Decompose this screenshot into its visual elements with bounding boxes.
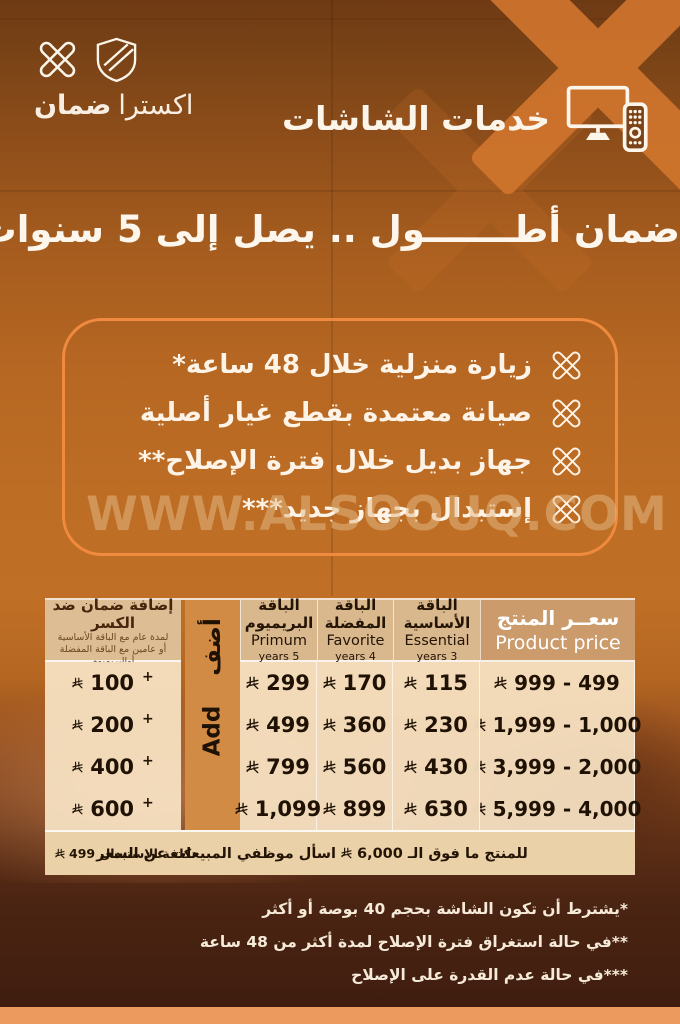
favorite-label-en: Favorite: [326, 633, 385, 649]
riyal-icon: [341, 847, 352, 860]
column-header-premium: الباقة البريميوم Primum 5 years: [240, 596, 317, 663]
column-header-essential: الباقة الأساسية Essential 3 years: [393, 596, 480, 663]
service-title: خدمات الشاشات: [282, 98, 550, 138]
brand-name-light: اكسترا: [118, 90, 194, 121]
cell-essential: 230: [393, 704, 480, 746]
cell-price-range: 5,999 - 4,000: [480, 788, 641, 830]
add-label-ar: أضف: [199, 618, 226, 676]
breakage-sub1: لمدة عام مع الباقة الأساسية: [57, 632, 169, 643]
pricing-table: سعــر المنتج Product price الباقة الأساس…: [45, 596, 641, 875]
feature-text: زيارة منزلية خلال 48 ساعة*: [172, 350, 532, 380]
footnote: ***في حالة عدم القدرة على الإصلاح: [351, 966, 628, 984]
breakage-title: إضافة ضمان ضد الكسر: [52, 596, 174, 632]
add-column: أضف Add: [185, 600, 240, 830]
feature-text: صيانة معتمدة بقطع غيار أصلية: [139, 398, 532, 428]
cell-premium: 799: [240, 746, 317, 788]
breakage-sub2: أو عامين مع الباقة المفضلة: [59, 644, 167, 655]
brand-name: ضمان اكسترا: [34, 90, 193, 122]
footnotes: *يشترط أن تكون الشاشة بحجم 40 بوصة أو أك…: [200, 893, 628, 992]
cell-price-range: 999 - 499: [480, 662, 635, 704]
column-header-favorite: الباقة المفضلة Favorite 4 years: [317, 596, 393, 663]
brand-logo: ضمان اكسترا: [34, 36, 193, 122]
premium-label-en: Primum: [251, 633, 307, 649]
feature-item: إستبدال بجهاز جديد***: [95, 489, 585, 529]
cell-price-range: 1,999 - 1,000: [480, 704, 641, 746]
favorite-label-ar: الباقة المفضلة: [324, 596, 387, 632]
feature-item: صيانة معتمدة بقطع غيار أصلية: [95, 393, 585, 433]
x-bullet-icon: [548, 395, 585, 432]
note-part2: اسأل موظفي المبيعات عن السعر: [96, 845, 336, 862]
bottom-accent-bar: [0, 1007, 680, 1024]
x-logo-icon: [34, 36, 81, 83]
features-box: زيارة منزلية خلال 48 ساعة* صيانة معتمدة …: [62, 318, 618, 556]
over-6000-note: للمنتج ما فوق الـ 6,000 اسأل موظفي المبي…: [45, 832, 579, 875]
essential-label-en: Essential: [404, 633, 470, 649]
feature-text: جهاز بديل خلال فترة الإصلاح**: [138, 446, 532, 476]
cell-favorite: 899: [317, 788, 393, 830]
cell-premium: 299: [240, 662, 317, 704]
cell-breakage: 100 +: [45, 662, 181, 704]
breakage-sub3: أوالبريميوم: [92, 656, 135, 668]
add-label-en: Add: [199, 705, 226, 757]
column-header-product-price: سعــر المنتج Product price: [480, 600, 635, 662]
column-header-breakage-warranty: إضافة ضمان ضد الكسر لمدة عام مع الباقة ا…: [45, 596, 181, 667]
headline: ضمان أطـــــــول .. يصل إلى 5 سنوات!: [0, 208, 680, 251]
cell-breakage: 400 +: [45, 746, 181, 788]
cell-essential: 430: [393, 746, 480, 788]
watermark: WWW.ALSOOUQ.COM: [86, 487, 668, 542]
riyal-icon: [55, 848, 65, 860]
footnote: **في حالة استغراق فترة الإصلاح لمدة أكثر…: [199, 933, 628, 951]
service-header: خدمات الشاشات: [282, 84, 652, 152]
cell-breakage: 200 +: [45, 704, 181, 746]
product-price-label-en: Product price: [495, 631, 621, 654]
brand-name-bold: ضمان: [34, 90, 112, 121]
cell-favorite: 360: [317, 704, 393, 746]
cell-essential: 630: [393, 788, 480, 830]
table-footer-note-row: للمنتج ما فوق الـ 6,000 اسأل موظفي المبي…: [45, 830, 635, 875]
feature-text: إستبدال بجهاز جديد***: [241, 494, 532, 524]
essential-duration: 3 years: [416, 650, 458, 663]
cell-premium: 1,099: [240, 788, 321, 830]
note-part1: للمنتج ما فوق الـ 6,000: [357, 845, 528, 862]
wall-seam-horizontal: [0, 18, 680, 20]
wall-seam-vertical: [331, 0, 333, 596]
cell-favorite: 560: [317, 746, 393, 788]
product-price-label-ar: سعــر المنتج: [496, 605, 620, 630]
cell-favorite: 170: [317, 662, 393, 704]
cell-premium: 499: [240, 704, 317, 746]
wall-seam-horizontal: [0, 190, 680, 192]
essential-label-ar: الباقة الأساسية: [403, 596, 471, 632]
premium-duration: 5 years: [258, 650, 300, 663]
tv-remote-icon: [566, 84, 652, 152]
shield-icon: [93, 36, 140, 83]
cell-price-range: 3,999 - 2,000: [480, 746, 641, 788]
x-bullet-icon: [548, 443, 585, 480]
favorite-duration: 4 years: [335, 650, 376, 663]
cell-essential: 115: [393, 662, 480, 704]
cell-breakage: 600 +: [45, 788, 181, 830]
replacement-cost-note: تكلفة الإستبدال 499: [55, 832, 196, 875]
x-bullet-icon: [548, 347, 585, 384]
replacement-cost-label: تكلفة الإستبدال 499: [69, 846, 196, 861]
feature-item: زيارة منزلية خلال 48 ساعة*: [95, 345, 585, 385]
feature-item: جهاز بديل خلال فترة الإصلاح**: [95, 441, 585, 481]
footnote: *يشترط أن تكون الشاشة بحجم 40 بوصة أو أك…: [262, 900, 628, 918]
premium-label-ar: الباقة البريميوم: [244, 596, 314, 632]
